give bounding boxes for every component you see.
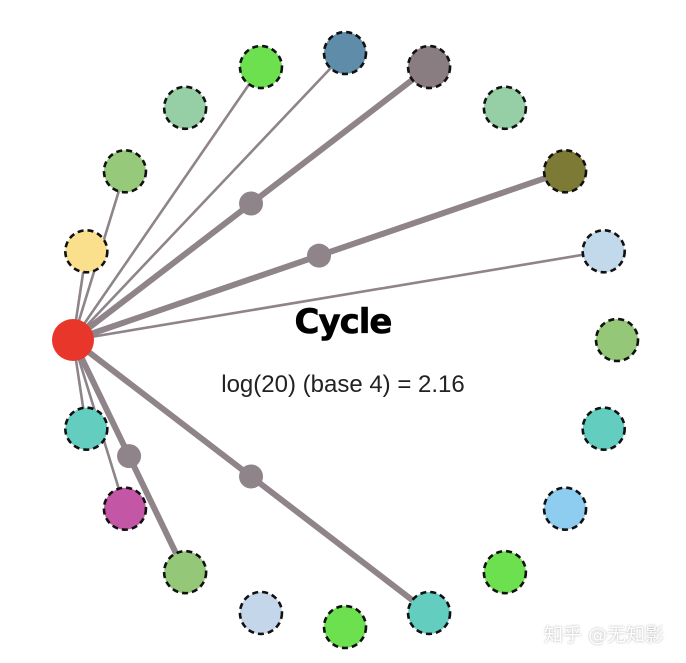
edge-midpoints-layer bbox=[117, 191, 332, 489]
graph-node-n10 bbox=[594, 317, 640, 363]
graph-node-n16 bbox=[238, 590, 284, 636]
source-node bbox=[52, 319, 94, 361]
graph-node-n12 bbox=[542, 486, 588, 531]
graph-subtitle: log(20) (base 4) = 2.16 bbox=[221, 371, 465, 398]
graph-node-n17 bbox=[162, 549, 208, 595]
graph-node-n3 bbox=[162, 85, 208, 131]
watermark: 知乎 @无知影 bbox=[543, 624, 664, 646]
edge-n0-n5 bbox=[71, 56, 343, 342]
graph-node-n14 bbox=[406, 590, 452, 636]
edge-n0-n4 bbox=[71, 70, 259, 342]
graph-node-n11 bbox=[581, 406, 626, 451]
graph-node-n7 bbox=[482, 85, 528, 131]
graph-node-n8 bbox=[542, 149, 588, 194]
nodes-layer bbox=[52, 30, 640, 650]
graph-node-n2 bbox=[102, 149, 148, 194]
edge-midpoint-n0-n14 bbox=[239, 464, 264, 489]
graph-node-n5 bbox=[322, 30, 368, 76]
graph-node-n15 bbox=[322, 604, 368, 650]
graph-node-n19 bbox=[64, 406, 109, 451]
edge-midpoint-n0-n6 bbox=[239, 191, 264, 216]
edge-n0-n9 bbox=[71, 251, 600, 342]
graph-node-n4 bbox=[238, 44, 284, 90]
edge-midpoint-n0-n17 bbox=[117, 444, 142, 469]
edge-midpoint-n0-n8 bbox=[307, 243, 332, 268]
graph-node-n1 bbox=[64, 229, 109, 274]
graph-node-n13 bbox=[482, 549, 528, 595]
graph-title: Cycle bbox=[294, 302, 393, 343]
graph-node-n6 bbox=[406, 44, 452, 90]
graph-node-n18 bbox=[102, 486, 148, 531]
graph-node-n9 bbox=[581, 229, 626, 274]
